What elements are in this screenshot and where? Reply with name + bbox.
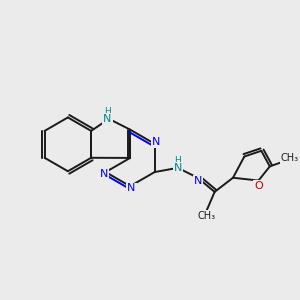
- Text: N: N: [194, 176, 202, 186]
- Text: CH₃: CH₃: [197, 211, 215, 221]
- Text: N: N: [152, 137, 160, 147]
- Text: CH₃: CH₃: [280, 153, 299, 163]
- Text: H: H: [104, 107, 111, 116]
- Text: H: H: [175, 156, 181, 165]
- Text: N: N: [174, 163, 182, 173]
- Text: N: N: [128, 184, 136, 194]
- Text: N: N: [103, 114, 112, 124]
- Text: N: N: [100, 169, 108, 179]
- Text: O: O: [254, 181, 263, 191]
